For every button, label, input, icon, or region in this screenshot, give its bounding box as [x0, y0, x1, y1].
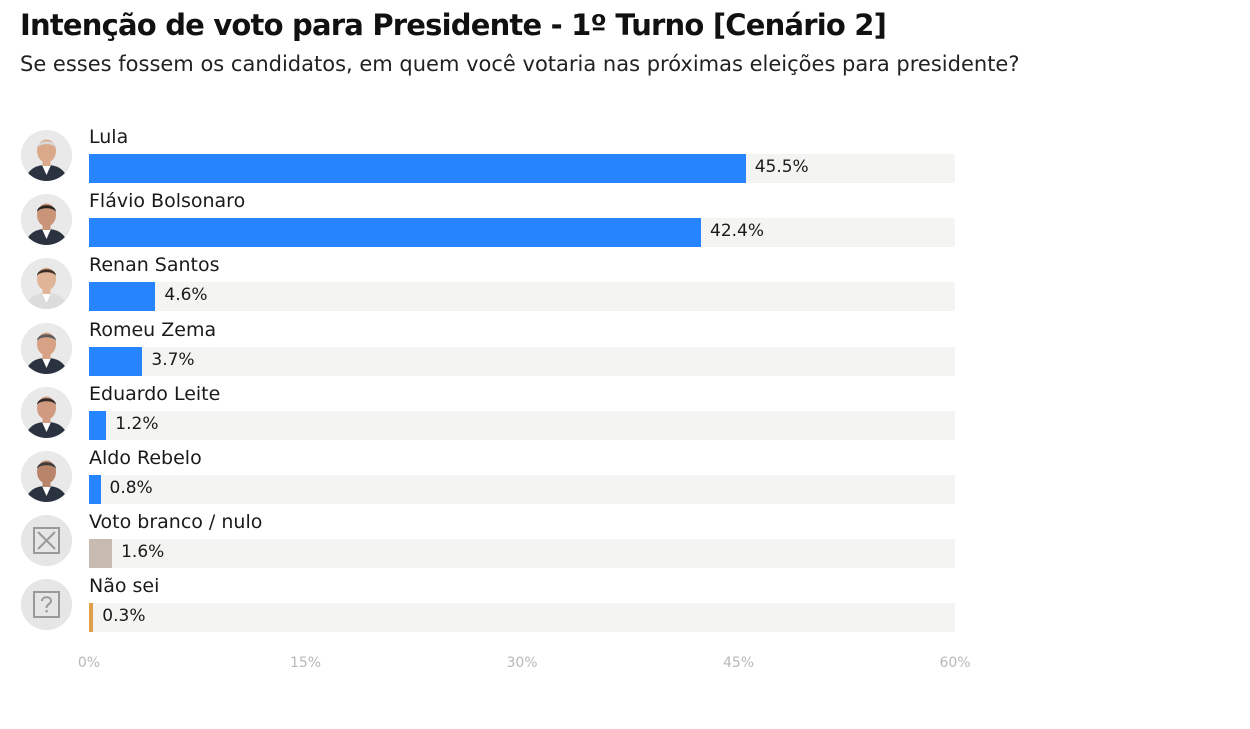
data-label: 1.6%	[121, 542, 165, 562]
category-label: Aldo Rebelo	[89, 447, 202, 469]
bar-track: 3.7%	[89, 347, 955, 376]
bar-lula	[89, 154, 746, 183]
category-label: Não sei	[89, 575, 160, 597]
avatar-eduardo-leite	[21, 387, 72, 438]
bar-romeu-zema	[89, 347, 143, 376]
avatar-aldo-rebelo	[21, 451, 72, 502]
bar-row-romeu-zema: Romeu Zema 3.7%	[0, 319, 1000, 383]
bar-eduardo-leite	[89, 411, 107, 440]
avatar-lula	[21, 130, 72, 181]
bar-track: 45.5%	[89, 154, 955, 183]
data-label: 1.2%	[115, 414, 159, 434]
bar-row-renan-santos: Renan Santos 4.6%	[0, 254, 1000, 318]
data-label: 4.6%	[164, 285, 208, 305]
bar-renan-santos	[89, 282, 156, 311]
bar-row-nao-sei: Não sei 0.3%	[0, 575, 1000, 639]
bar-row-lula: Lula 45.5%	[0, 126, 1000, 190]
bar-aldo-rebelo	[89, 475, 101, 504]
x-tick-label: 30%	[506, 655, 538, 671]
data-label: 3.7%	[151, 350, 195, 370]
bar-row-voto-branco-nulo: Voto branco / nulo 1.6%	[0, 511, 1000, 575]
chart-subtitle: Se esses fossem os candidatos, em quem v…	[20, 52, 1020, 76]
chart-title: Intenção de voto para Presidente - 1º Tu…	[20, 8, 887, 42]
bar-track: 42.4%	[89, 218, 955, 247]
avatar-renan-santos	[21, 258, 72, 309]
bar-track: 0.3%	[89, 603, 955, 632]
bar-voto-branco-nulo	[89, 539, 113, 568]
x-tick-label: 0%	[77, 655, 101, 671]
avatar-flavio-bolsonaro	[21, 194, 72, 245]
bar-row-aldo-rebelo: Aldo Rebelo 0.8%	[0, 447, 1000, 511]
question-box-icon	[21, 579, 72, 630]
category-label: Romeu Zema	[89, 319, 217, 341]
bar-nao-sei	[89, 603, 94, 632]
x-tick-label: 15%	[289, 655, 322, 671]
bar-track: 4.6%	[89, 282, 955, 311]
avatar-romeu-zema	[21, 323, 72, 374]
data-label: 0.8%	[109, 478, 153, 498]
bar-track: 0.8%	[89, 475, 955, 504]
category-label: Renan Santos	[89, 254, 220, 276]
data-label: 45.5%	[754, 157, 809, 177]
x-box-icon	[21, 515, 72, 566]
category-label: Flávio Bolsonaro	[89, 190, 246, 212]
data-label: 0.3%	[102, 606, 146, 626]
x-tick-label: 45%	[722, 655, 755, 671]
bar-flavio-bolsonaro	[89, 218, 701, 247]
bar-row-flavio-bolsonaro: Flávio Bolsonaro 42.4%	[0, 190, 1000, 254]
category-label: Voto branco / nulo	[89, 511, 263, 533]
x-tick-label: 60%	[939, 655, 971, 671]
category-label: Lula	[89, 126, 129, 148]
bar-track: 1.2%	[89, 411, 955, 440]
bar-track: 1.6%	[89, 539, 955, 568]
bar-row-eduardo-leite: Eduardo Leite 1.2%	[0, 383, 1000, 447]
data-label: 42.4%	[710, 221, 765, 241]
category-label: Eduardo Leite	[89, 383, 221, 405]
x-axis: 0% 15% 30% 45% 60%	[0, 655, 1000, 685]
